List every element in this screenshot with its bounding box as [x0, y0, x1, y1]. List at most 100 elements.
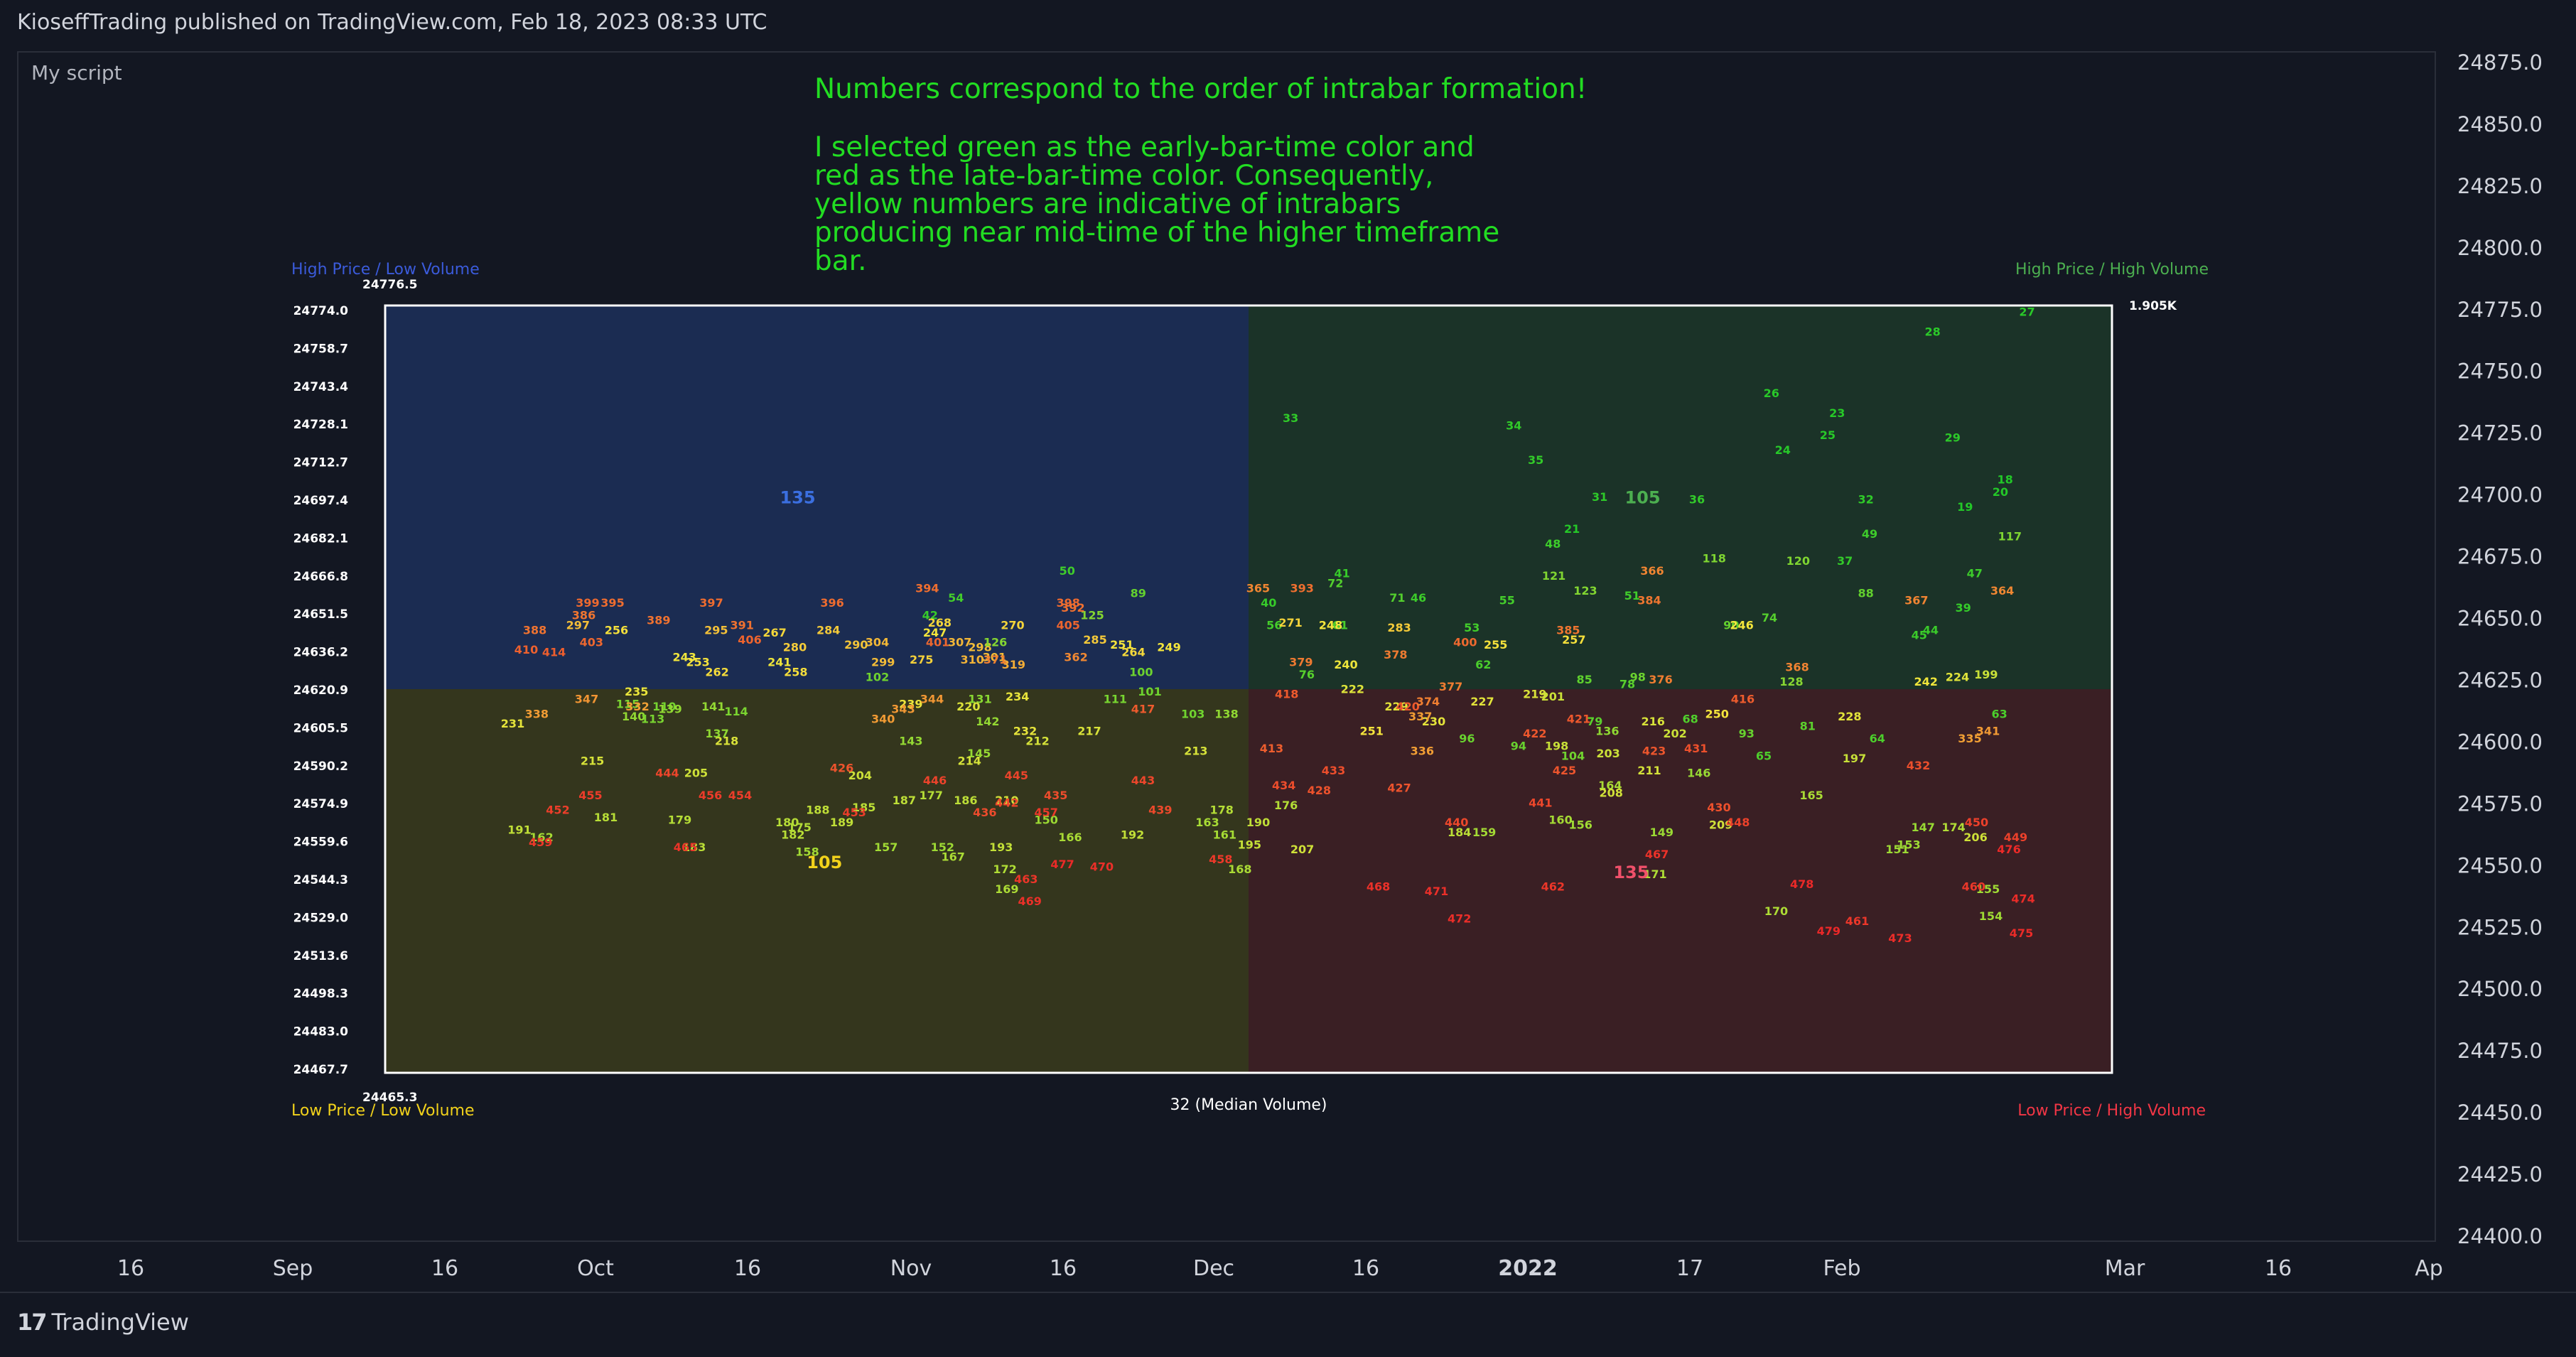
data-point-label: 151 — [1885, 843, 1909, 856]
data-point-label: 319 — [1002, 658, 1025, 671]
data-point-label: 431 — [1684, 742, 1708, 755]
data-point-label: 81 — [1800, 720, 1816, 733]
data-point-label: 232 — [1013, 725, 1037, 738]
inner-price-tick: 24636.2 — [293, 646, 348, 660]
data-point-label: 44 — [1923, 623, 1939, 637]
inner-price-tick: 24774.0 — [293, 304, 349, 318]
data-point-label: 268 — [928, 616, 952, 629]
data-point-label: 35 — [1528, 453, 1543, 467]
price-axis-tick: 24775.0 — [2457, 298, 2543, 322]
data-point-label: 74 — [1762, 611, 1777, 625]
data-point-label: 248 — [1319, 618, 1342, 632]
data-point-label: 465 — [674, 840, 697, 854]
inner-price-tick: 24620.9 — [293, 683, 348, 698]
data-point-label: 110 — [652, 700, 676, 713]
inner-price-tick: 24467.7 — [293, 1063, 348, 1077]
data-point-label: 379 — [1289, 656, 1313, 669]
data-point-label: 214 — [957, 754, 981, 767]
data-point-label: 24 — [1775, 443, 1791, 457]
annotation-line: red as the late-bar-time color. Conseque… — [814, 160, 1433, 192]
data-point-label: 231 — [501, 717, 524, 730]
data-point-label: 187 — [893, 794, 916, 807]
data-point-label: 473 — [1888, 931, 1912, 945]
data-point-label: 177 — [919, 789, 942, 802]
data-point-label: 206 — [1963, 831, 1987, 844]
data-point-label: 414 — [542, 646, 566, 659]
data-point-label: 280 — [783, 641, 807, 654]
data-point-label: 230 — [1422, 715, 1445, 728]
data-point-label: 398 — [1056, 596, 1079, 610]
data-point-label: 94 — [1511, 740, 1526, 753]
data-point-label: 467 — [1645, 848, 1669, 861]
data-point-label: 298 — [968, 641, 991, 654]
data-point-label: 195 — [1238, 838, 1261, 851]
data-point-label: 51 — [1624, 589, 1640, 602]
data-point-label: 139 — [658, 702, 681, 715]
data-point-label: 90 — [1723, 618, 1739, 632]
data-point-label: 161 — [1213, 828, 1236, 841]
data-point-label: 183 — [682, 840, 706, 854]
data-point-label: 165 — [1799, 789, 1823, 802]
inner-price-tick: 24682.1 — [293, 531, 348, 546]
data-point-label: 117 — [1998, 530, 2022, 544]
data-point-label: 172 — [993, 863, 1016, 876]
data-point-label: 251 — [1110, 638, 1133, 652]
data-point-label: 284 — [817, 623, 840, 637]
data-point-label: 220 — [956, 700, 980, 713]
data-point-label: 192 — [1121, 828, 1144, 841]
data-point-label: 56 — [1266, 618, 1282, 632]
data-point-label: 377 — [1439, 680, 1462, 693]
data-point-label: 156 — [1568, 818, 1592, 832]
data-point-label: 102 — [866, 670, 889, 683]
data-point-label: 137 — [705, 727, 728, 740]
data-point-label: 250 — [1705, 707, 1728, 720]
inner-price-tick: 24666.8 — [293, 570, 348, 584]
data-point-label: 340 — [871, 712, 895, 725]
tradingview-logo[interactable]: 17 TradingView — [17, 1309, 189, 1336]
data-point-label: 211 — [1637, 764, 1661, 777]
label-top-price: 24776.5 — [362, 278, 417, 292]
data-point-label: 34 — [1506, 418, 1521, 432]
data-point-label: 20 — [1993, 485, 2008, 499]
data-point-label: 430 — [1707, 801, 1730, 814]
data-point-label: 79 — [1587, 715, 1602, 728]
data-point-label: 460 — [1962, 880, 1985, 893]
data-point-label: 403 — [580, 636, 603, 649]
data-point-label: 171 — [1643, 867, 1666, 881]
data-point-label: 247 — [923, 626, 947, 639]
box-border — [384, 304, 2113, 1074]
script-name[interactable]: My script — [31, 61, 122, 85]
data-point-label: 469 — [1018, 894, 1041, 908]
inner-price-tick: 24758.7 — [293, 342, 348, 356]
inner-price-tick: 24498.3 — [293, 987, 348, 1001]
data-point-label: 255 — [1484, 638, 1507, 652]
data-point-label: 126 — [983, 636, 1007, 649]
data-point-label: 413 — [1260, 742, 1283, 755]
time-axis-tick: 17 — [1676, 1256, 1703, 1281]
data-point-label: 32 — [1858, 492, 1873, 506]
data-point-label: 149 — [1650, 826, 1674, 839]
data-point-label: 472 — [1448, 912, 1471, 925]
data-point-label: 304 — [866, 636, 889, 649]
data-point-label: 39 — [1955, 601, 1971, 615]
data-point-label: 461 — [1845, 914, 1869, 928]
data-point-label: 453 — [842, 806, 866, 819]
data-point-label: 142 — [976, 715, 999, 728]
data-point-label: 332 — [625, 700, 649, 713]
data-point-label: 262 — [705, 665, 728, 678]
inner-price-tick: 24529.0 — [293, 911, 349, 925]
data-point-label: 417 — [1131, 702, 1155, 715]
data-point-label: 45 — [1912, 628, 1927, 642]
data-point-label: 185 — [852, 801, 875, 814]
data-point-label: 204 — [848, 769, 872, 782]
data-point-label: 65 — [1756, 749, 1772, 762]
data-point-label: 118 — [1702, 552, 1725, 566]
data-point-label: 365 — [1246, 581, 1270, 595]
data-point-label: 170 — [1764, 904, 1788, 918]
data-point-label: 218 — [715, 735, 738, 748]
inner-price-ticks: 24774.0 24758.7 24743.4 24728.1 24712.7 24697… — [293, 304, 349, 1077]
data-point-label: 27 — [2019, 306, 2035, 319]
data-point-label: 441 — [1529, 796, 1552, 809]
inner-price-tick: 24513.6 — [293, 949, 348, 963]
